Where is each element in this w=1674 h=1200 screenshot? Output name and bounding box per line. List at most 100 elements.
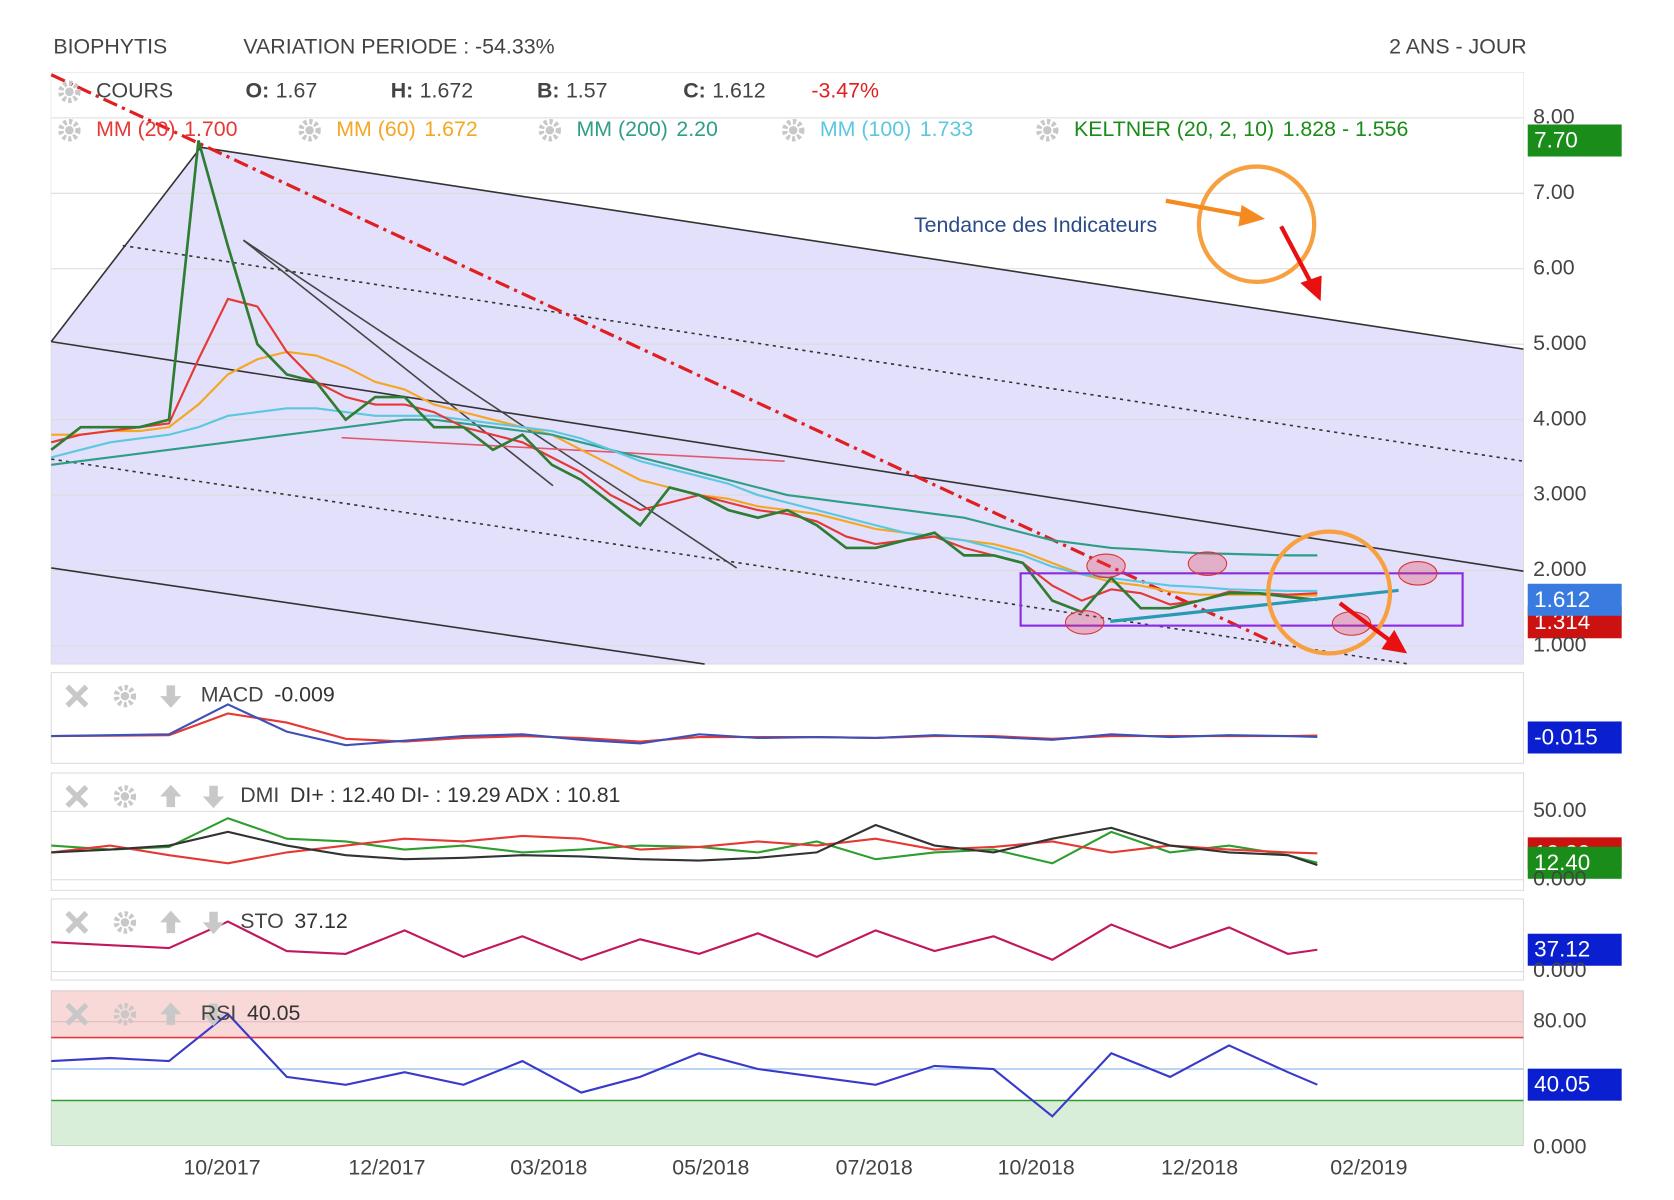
symbol: BIOPHYTIS (53, 35, 167, 59)
quote-value: 1.612 (712, 78, 765, 102)
value-tag-label: 37.12 (1534, 937, 1590, 962)
gear-icon (788, 125, 798, 135)
x-tick-label: 07/2018 (836, 1156, 913, 1180)
value-tag (1527, 583, 1622, 616)
value-tag-label: 1.612 (1534, 587, 1590, 612)
labels: BIOPHYTIS VARIATION PERIODE : -54.33% 2 … (53, 35, 1586, 1180)
quote-key: H: (391, 78, 414, 102)
panel-value: 37.12 (294, 909, 347, 933)
panel-title: DMI (240, 783, 279, 807)
gear-icon (120, 792, 130, 801)
value-tag (1527, 846, 1622, 879)
variation: VARIATION PERIODE : -54.33% (243, 35, 554, 59)
close-icon (65, 910, 89, 934)
up-icon (160, 1002, 182, 1025)
annotation: Tendance des Indicateurs (914, 213, 1157, 237)
x-tick-label: 10/2018 (998, 1156, 1075, 1180)
overbought-zone (51, 990, 1524, 1038)
x-tick-label: 02/2019 (1330, 1156, 1407, 1180)
quote-key: C: (683, 78, 706, 102)
value-tag (1527, 1068, 1622, 1101)
gear-icon (298, 119, 321, 142)
gear-icon (113, 684, 137, 708)
channel-line (51, 340, 1524, 572)
channel-line (200, 146, 1524, 350)
arrow-head (1300, 275, 1322, 302)
up-icon (160, 910, 182, 934)
quote-value: 1.67 (276, 78, 318, 102)
legend-name: MM (60) (336, 117, 415, 141)
y-tick-label: 7.00 (1533, 180, 1575, 204)
legend-value: 1.733 (920, 117, 973, 141)
x-tick-label: 12/2017 (348, 1156, 425, 1180)
y-tick-label: 50.00 (1533, 798, 1587, 822)
gear-icon (545, 125, 555, 135)
y-tick-label: 80.00 (1533, 1008, 1587, 1032)
range-box (1019, 572, 1464, 627)
legend-value: 2.20 (676, 117, 718, 141)
sto-panel (50, 898, 1525, 981)
close-icon (65, 1002, 89, 1026)
channel-outside (51, 72, 1524, 350)
legend-value: 1.700 (184, 117, 238, 141)
period: 2 ANS - JOUR (1389, 35, 1527, 59)
gear-icon (113, 785, 137, 808)
y-tick-label: 3.000 (1533, 482, 1587, 506)
value-tag-label: -0.015 (1534, 724, 1598, 749)
quote-value: 1.672 (420, 78, 473, 102)
highlight-circle (1196, 164, 1317, 284)
series-line (50, 140, 1318, 614)
down-icon (160, 685, 182, 708)
value-tag-label: 7.70 (1534, 127, 1578, 152)
gear-icon (58, 119, 81, 142)
down-icon (202, 785, 225, 809)
quote-key: B: (537, 78, 560, 102)
legend-name: MM (100) (820, 117, 911, 141)
channel-dotted (122, 244, 1524, 463)
downtrend-line (50, 73, 1282, 648)
panel-title: RSI (201, 1001, 237, 1025)
series-line (51, 823, 1318, 866)
value-tag-label: 12.40 (1534, 850, 1590, 875)
backgrounds (50, 72, 1525, 1147)
arrow-head (1238, 204, 1266, 227)
quote-name: COURS (96, 78, 173, 102)
series-line (51, 834, 1318, 865)
x-tick-label: 12/2018 (1161, 1156, 1238, 1180)
value-tag (1527, 933, 1622, 966)
x-tick-label: 03/2018 (510, 1156, 587, 1180)
highlight-circle (1266, 529, 1393, 656)
close-icon (65, 684, 89, 708)
legend-name: MM (20) (96, 117, 175, 141)
gear-icon (120, 918, 130, 927)
gear-icon (120, 691, 130, 701)
series-line (51, 703, 1318, 747)
support-line (341, 436, 785, 463)
macd-panel (50, 672, 1525, 764)
gear-icon (782, 119, 805, 142)
series-line (51, 418, 1318, 557)
support-line (1110, 588, 1399, 623)
marker (1064, 610, 1105, 635)
gear-icon (58, 80, 81, 104)
gear-icon (305, 125, 314, 135)
value-tag (1527, 124, 1622, 157)
close-icon (65, 784, 89, 808)
legend-value: 1.672 (424, 117, 477, 141)
legend-name: MM (200) (577, 117, 668, 141)
quote-value: 1.57 (566, 78, 608, 102)
y-tick-label: 0.000 (1533, 1134, 1587, 1158)
y-tick-label: 0.000 (1533, 866, 1587, 890)
channel-line (51, 567, 705, 665)
marker (1398, 561, 1438, 586)
gear-icon (1043, 125, 1052, 135)
y-tick-label: 4.000 (1533, 406, 1587, 430)
panel-value: -0.009 (274, 683, 335, 707)
arrow (1279, 225, 1313, 284)
channel-dotted (51, 458, 1410, 665)
oversold-zone (51, 1100, 1524, 1146)
gear-icon (120, 1009, 130, 1019)
gear-icon (113, 1003, 137, 1026)
